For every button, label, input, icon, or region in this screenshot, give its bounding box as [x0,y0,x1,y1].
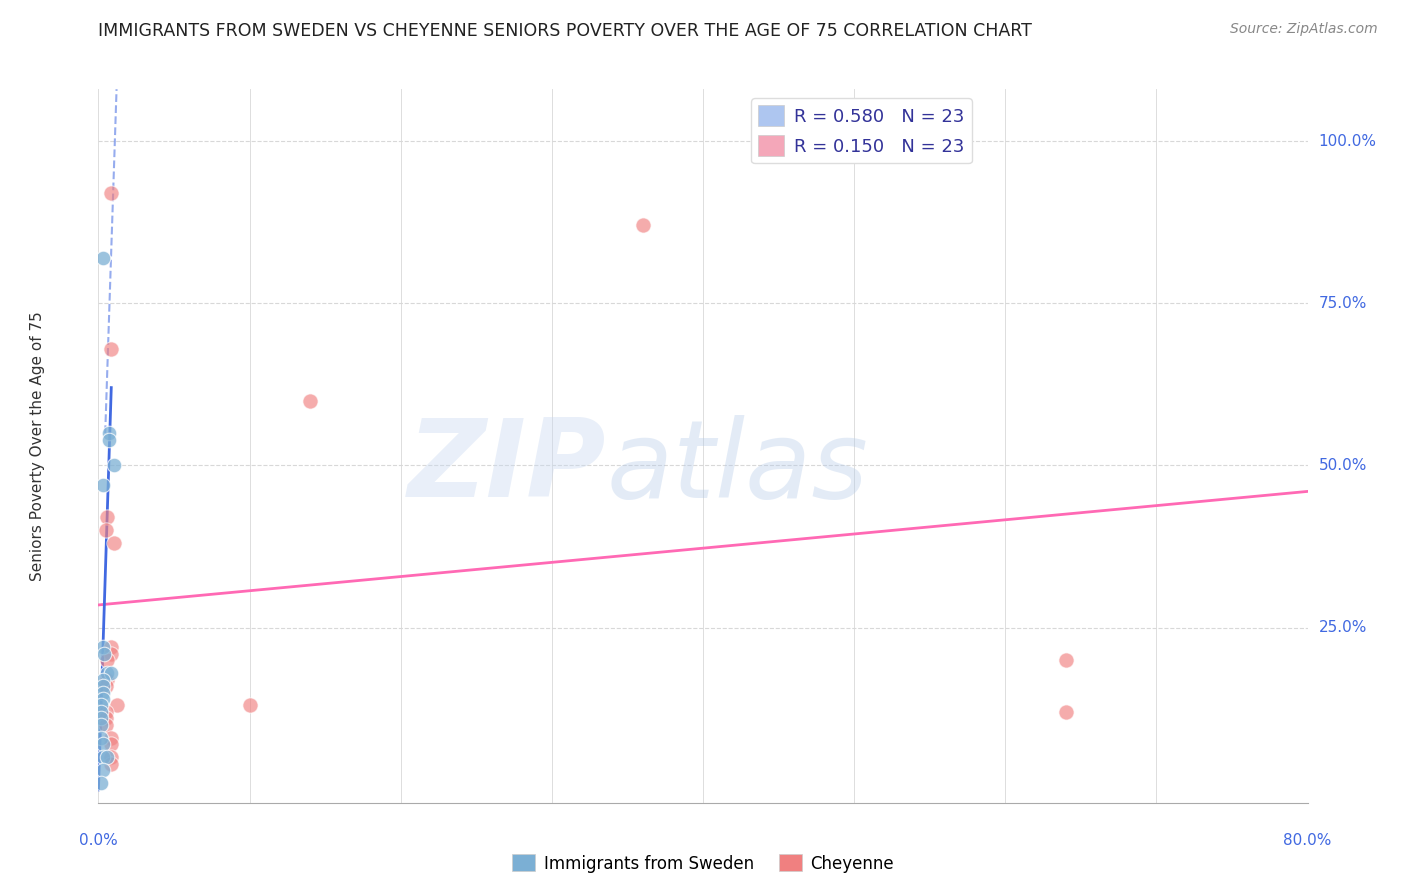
Point [91,640,114,654]
Point [100,738,122,752]
Point [94,524,117,538]
Text: Seniors Poverty Over the Age of 75: Seniors Poverty Over the Age of 75 [31,311,45,581]
Point [299,393,322,408]
Point [90,731,112,745]
Point [1054,705,1077,719]
Point [96,750,118,764]
Text: 80.0%: 80.0% [1284,833,1331,848]
Text: Source: ZipAtlas.com: Source: ZipAtlas.com [1230,22,1378,37]
Point [100,756,122,771]
Text: ZIP: ZIP [408,415,606,520]
Text: IMMIGRANTS FROM SWEDEN VS CHEYENNE SENIORS POVERTY OVER THE AGE OF 75 CORRELATIO: IMMIGRANTS FROM SWEDEN VS CHEYENNE SENIO… [98,22,1032,40]
Point [96,510,118,524]
Point [100,666,122,681]
Point [239,698,262,713]
Point [91,750,114,764]
Point [91,685,114,699]
Point [98,433,121,447]
Point [91,673,114,687]
Text: atlas: atlas [606,415,868,520]
Point [91,478,114,492]
Point [93,647,115,661]
Point [91,738,114,752]
Point [96,673,118,687]
Point [94,705,117,719]
Point [90,705,112,719]
Point [105,698,128,713]
Text: 75.0%: 75.0% [1319,296,1367,310]
Point [91,764,114,778]
Point [100,731,122,745]
Point [96,666,118,681]
Point [96,653,118,667]
Point [90,718,112,732]
Point [90,776,112,790]
Point [100,342,122,356]
Point [90,698,112,713]
Text: 0.0%: 0.0% [79,833,118,848]
Point [631,219,654,233]
Text: 25.0%: 25.0% [1319,620,1367,635]
Point [103,458,125,473]
Text: 100.0%: 100.0% [1319,134,1376,149]
Point [100,186,122,200]
Point [98,425,121,440]
Point [94,711,117,725]
Point [90,711,112,725]
Point [91,692,114,706]
Legend: R = 0.580   N = 23, R = 0.150   N = 23: R = 0.580 N = 23, R = 0.150 N = 23 [751,98,972,163]
Point [94,679,117,693]
Point [91,251,114,265]
Text: 50.0%: 50.0% [1319,458,1367,473]
Legend: Immigrants from Sweden, Cheyenne: Immigrants from Sweden, Cheyenne [505,847,901,880]
Point [100,647,122,661]
Point [103,536,125,550]
Point [100,750,122,764]
Point [1054,653,1077,667]
Point [100,640,122,654]
Point [94,718,117,732]
Point [91,679,114,693]
